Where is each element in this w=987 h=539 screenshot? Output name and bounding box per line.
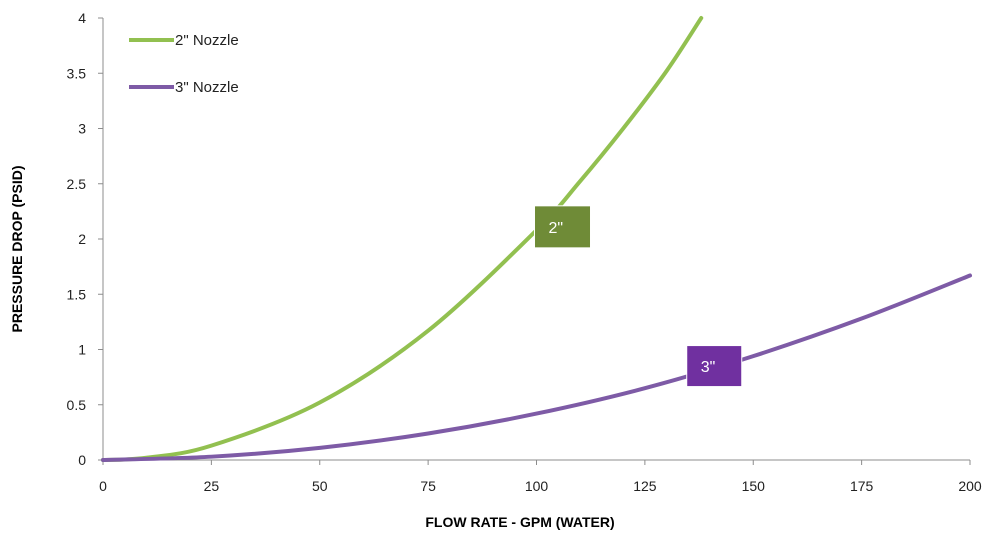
x-tick-label: 175 [850,478,874,494]
y-tick-label: 3.5 [67,65,87,81]
y-tick-label: 0 [78,452,86,468]
legend-label-1: 2" Nozzle [175,32,239,49]
x-tick-label: 150 [742,478,766,494]
x-tick-label: 75 [420,478,436,494]
y-tick-label: 2 [78,231,86,247]
series-line-2 [101,273,972,462]
y-axis-title: PRESSURE DROP (PSID) [9,166,25,333]
series-line-1 [101,16,704,462]
y-tick-labels: 0 0.5 1 1.5 2 2.5 3 3.5 4 [67,10,87,468]
y-tick-label: 2.5 [67,176,87,192]
y-tick-label: 1.5 [67,286,87,302]
callout-label-2: 3" [701,359,716,376]
y-tick-label: 1 [78,342,86,358]
x-tick-label: 0 [99,478,107,494]
x-tick-label: 200 [958,478,982,494]
y-tick-label: 3 [78,121,86,137]
x-tick-label: 125 [633,478,657,494]
callout-box-1 [534,205,592,249]
callout-label-1: 2" [549,220,564,237]
x-axis-title: FLOW RATE - GPM (WATER) [425,514,614,530]
legend: 2" Nozzle 3" Nozzle [129,32,239,96]
x-tick-marks [102,460,971,465]
y-tick-label: 4 [78,10,86,26]
series-layer [101,16,972,462]
y-tick-marks [98,17,103,461]
x-tick-label: 100 [525,478,549,494]
x-tick-label: 50 [312,478,328,494]
legend-label-2: 3" Nozzle [175,79,239,96]
y-tick-label: 0.5 [67,397,87,413]
callouts: 2" 3" [534,205,743,388]
x-tick-labels: 0 25 50 75 100 125 150 175 200 [99,478,982,494]
x-tick-label: 25 [204,478,220,494]
callout-box-2 [686,345,743,388]
